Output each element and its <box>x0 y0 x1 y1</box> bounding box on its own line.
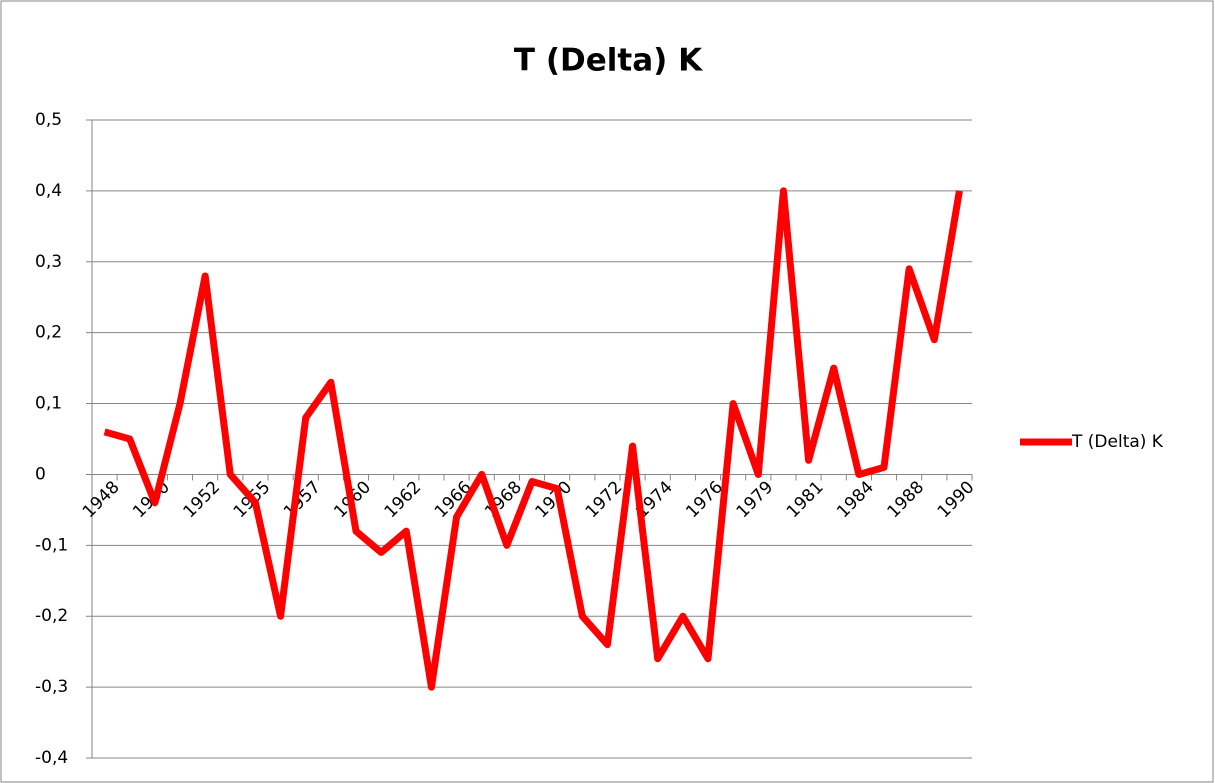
y-tick-label: 0,4 <box>35 181 62 201</box>
y-tick-label: -0,2 <box>35 606 68 626</box>
y-tick-label: 0 <box>35 464 46 484</box>
y-tick-label: 0,2 <box>35 323 62 343</box>
y-tick-label: -0,1 <box>35 535 68 555</box>
y-tick-label: 0,5 <box>35 110 62 130</box>
data-line <box>103 187 963 691</box>
y-tick-label: 0,1 <box>35 394 62 414</box>
y-tick-label: 0,3 <box>35 252 62 272</box>
chart-title: T (Delta) K <box>514 43 703 79</box>
legend-label: T (Delta) K <box>1071 432 1164 452</box>
y-tick-label: -0,4 <box>35 748 68 768</box>
y-tick-label: -0,3 <box>35 677 68 697</box>
